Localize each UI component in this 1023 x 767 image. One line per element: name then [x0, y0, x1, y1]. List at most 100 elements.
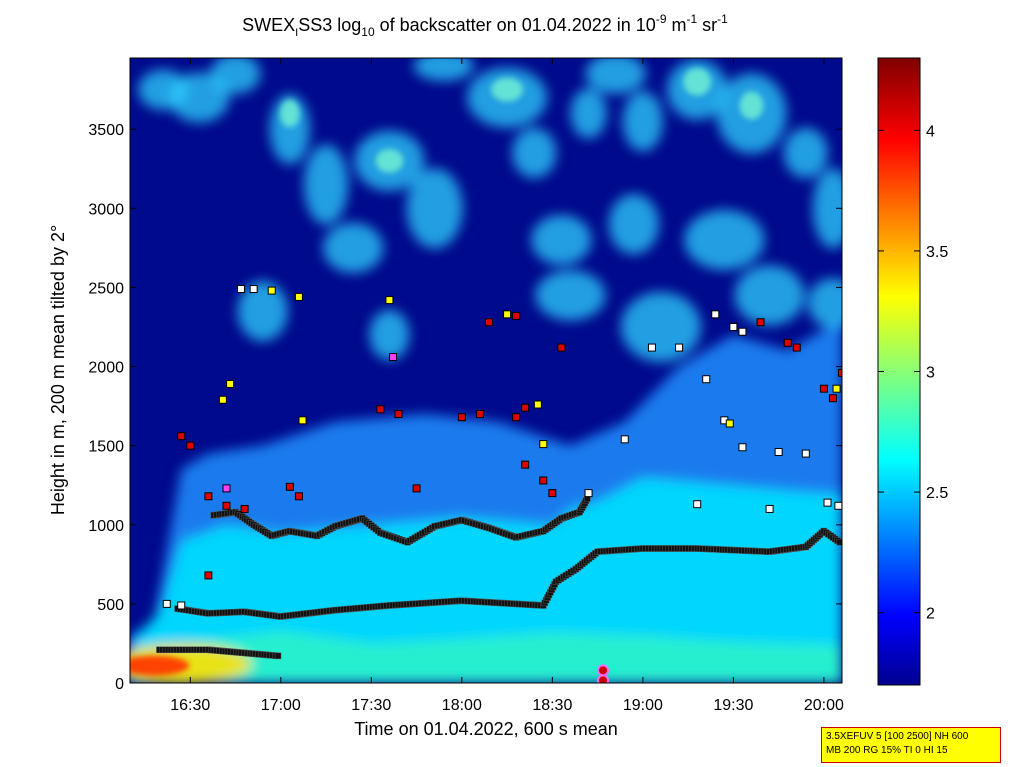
yellow-layer-marker [539, 440, 548, 449]
yellow-layer-marker [385, 296, 394, 305]
white-layer-marker [823, 498, 832, 507]
red-layer-marker [783, 338, 792, 347]
backscatter-heatmap [130, 58, 842, 683]
white-layer-marker [738, 443, 747, 452]
colorbar-tick-label: 3 [926, 365, 935, 382]
y-tick-label: 2000 [88, 360, 124, 377]
yellow-layer-marker [298, 416, 307, 425]
red-layer-marker [484, 318, 493, 327]
red-layer-marker [412, 484, 421, 493]
backscatter-patch [807, 278, 842, 329]
white-layer-marker [834, 501, 842, 510]
x-tick-label: 20:00 [804, 697, 844, 714]
y-tick-label: 3000 [88, 201, 124, 218]
magenta-layer-marker [222, 484, 231, 493]
red-layer-marker [557, 343, 566, 352]
red-layer-marker [457, 413, 466, 422]
white-layer-marker [711, 310, 720, 319]
red-layer-marker [186, 441, 195, 450]
white-layer-marker [177, 601, 186, 610]
backscatter-highlight [683, 67, 712, 96]
backscatter-patch [138, 69, 189, 110]
red-layer-marker [512, 413, 521, 422]
white-layer-marker [702, 375, 711, 384]
backscatter-patch [304, 144, 349, 225]
white-layer-marker [647, 343, 656, 352]
backscatter-patch [620, 291, 701, 362]
y-tick-label: 500 [97, 597, 124, 614]
yellow-layer-marker [294, 292, 303, 301]
white-layer-marker [729, 322, 738, 331]
white-layer-marker [801, 449, 810, 458]
backscatter-patch [413, 58, 474, 81]
backscatter-patch [406, 168, 463, 249]
backscatter-patch [734, 265, 805, 326]
backscatter-patch [369, 309, 410, 360]
yellow-layer-marker [725, 419, 734, 428]
backscatter-highlight [279, 99, 300, 128]
noise-point-marker [597, 664, 610, 677]
x-axis: 16:30 17:00 17:30 18:00 18:30 19:00 19:30 20:00 [170, 58, 844, 714]
plot-frame [129, 57, 843, 684]
white-layer-marker [162, 599, 171, 608]
x-tick-label: 18:30 [532, 697, 572, 714]
yellow-layer-marker [226, 379, 235, 388]
info-line-1: 3.5XEFUV 5 [100 2500] NH 600 [826, 731, 969, 742]
surface-hotspot-core [130, 655, 190, 676]
x-tick-label: 17:00 [261, 697, 301, 714]
backscatter-patch [210, 58, 261, 94]
red-layer-marker [819, 384, 828, 393]
white-layer-marker [675, 343, 684, 352]
y-tick-label: 0 [115, 676, 124, 693]
colorbar-tick-label: 2 [926, 606, 935, 623]
x-tick-label: 19:30 [713, 697, 753, 714]
red-layer-marker [394, 410, 403, 419]
backscatter-highlight [491, 77, 524, 102]
red-layer-marker [294, 492, 303, 501]
x-tick-label: 16:30 [170, 697, 210, 714]
y-axis-label: Height in m, 200 m mean tilted by 2° [48, 225, 68, 515]
colorbar-tick-label: 2.5 [926, 485, 948, 502]
white-layer-marker [774, 447, 783, 456]
red-layer-marker [828, 394, 837, 403]
backscatter-highlight [375, 148, 404, 173]
white-layer-marker [738, 327, 747, 336]
backscatter-patch [622, 91, 663, 152]
red-layer-marker [539, 476, 548, 485]
y-tick-label: 1000 [88, 518, 124, 535]
backscatter-patch [323, 222, 384, 273]
colorbar-gradient [877, 57, 921, 686]
red-layer-marker [521, 460, 530, 469]
backscatter-patch [269, 94, 310, 165]
white-layer-marker [584, 489, 593, 498]
backscatter-patch [531, 214, 592, 265]
red-layer-marker [756, 318, 765, 327]
info-line-2: MB 200 RG 15% TI 0 HI 15 [826, 745, 948, 756]
white-layer-marker [841, 283, 842, 292]
surface-layer-region [130, 630, 842, 683]
backscatter-patch [783, 127, 828, 178]
yellow-layer-marker [533, 400, 542, 409]
x-axis-label: Time on 01.04.2022, 600 s mean [354, 719, 618, 739]
red-layer-marker [240, 504, 249, 513]
aerosol-region-lower [130, 477, 842, 683]
yellow-layer-marker [503, 310, 512, 319]
backscatter-patch [237, 281, 288, 342]
yellow-layer-marker [267, 286, 276, 295]
y-tick-label: 1500 [88, 439, 124, 456]
noise-point-marker [597, 674, 610, 683]
red-layer-marker [548, 489, 557, 498]
backscatter-patch [570, 88, 607, 139]
white-layer-marker [693, 500, 702, 509]
y-tick-label: 2500 [88, 280, 124, 297]
red-layer-marker [376, 405, 385, 414]
white-layer-marker [620, 435, 629, 444]
backscatter-patch [684, 209, 765, 270]
yellow-layer-marker [832, 384, 841, 393]
y-tick-label: 3500 [88, 122, 124, 139]
white-layer-marker [249, 285, 258, 294]
x-tick-label: 17:30 [351, 697, 391, 714]
red-layer-marker [512, 311, 521, 320]
processing-info-box: 3.5XEFUV 5 [100 2500] NH 600 MB 200 RG 1… [821, 727, 1001, 763]
